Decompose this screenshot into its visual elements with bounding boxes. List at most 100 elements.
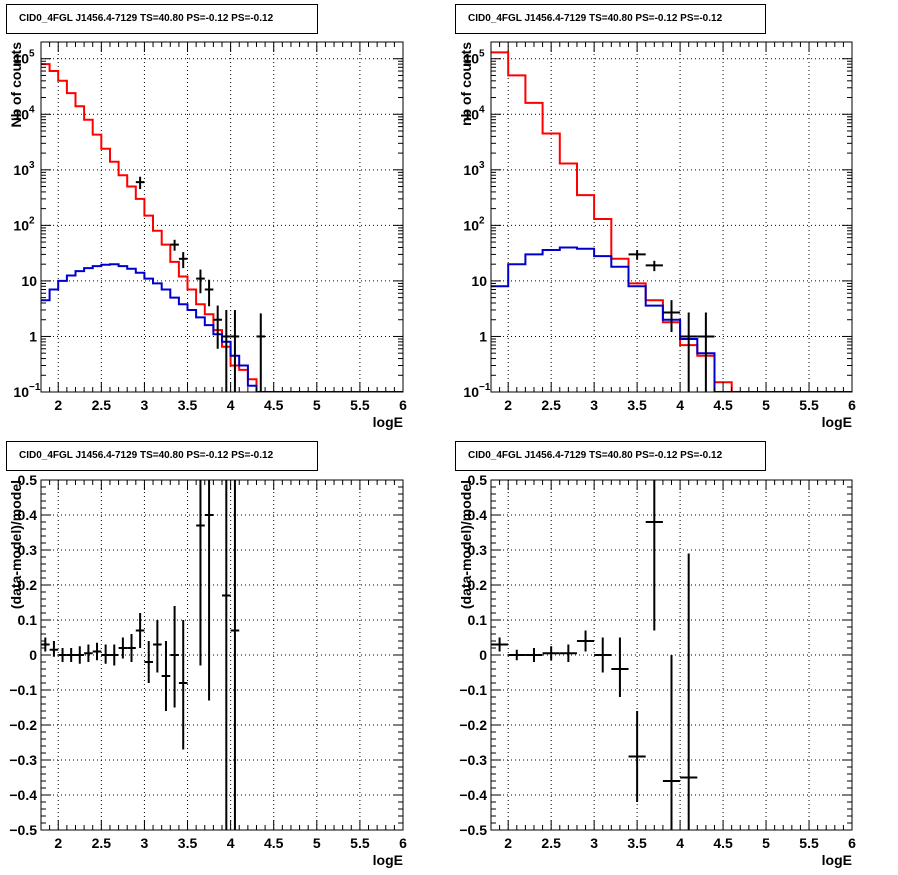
y-tick-label: 0.2 — [468, 577, 488, 593]
y-tick-label: 0.5 — [468, 472, 488, 488]
x-tick-label: 5 — [313, 835, 321, 851]
plot-frame — [490, 41, 853, 393]
data-point — [204, 480, 214, 701]
data-point — [213, 305, 222, 349]
x-tick-label: 4 — [227, 397, 235, 413]
y-axis-label: (data-model)/model — [8, 480, 24, 609]
series-group — [491, 51, 852, 392]
x-tick-label: 4 — [227, 835, 235, 851]
y-axis-label: (data-model)/model — [458, 480, 474, 609]
x-tick-label: 2.5 — [541, 397, 561, 413]
x-tick-label: 2 — [54, 397, 62, 413]
x-tick-label: 5.5 — [350, 835, 370, 851]
data-point — [230, 309, 240, 392]
y-tick-exponent: −1 — [29, 382, 41, 393]
y-tick-label: −0.1 — [459, 682, 487, 698]
y-tick-label: 1 — [29, 328, 37, 344]
y-tick-label: 0.4 — [468, 507, 488, 523]
data-point — [161, 641, 171, 711]
data-point — [135, 176, 145, 190]
x-tick-label: 2.5 — [92, 397, 112, 413]
y-tick-label: −0.4 — [459, 787, 487, 803]
y-tick-label: 0.2 — [18, 577, 38, 593]
x-tick-label: 4 — [676, 835, 684, 851]
x-axis-label: logE — [373, 414, 403, 430]
y-tick-label: 0 — [479, 647, 487, 663]
data-point — [662, 300, 681, 333]
data-point — [222, 480, 231, 830]
data-point — [196, 269, 205, 294]
data-point — [41, 637, 50, 652]
data-point — [559, 644, 577, 662]
y-axis-label: Nb of counts — [8, 42, 24, 128]
data-point — [153, 620, 162, 673]
data-point — [178, 252, 188, 269]
data-point — [576, 630, 595, 652]
x-tick-label: 6 — [399, 835, 407, 851]
y-tick-label: −0.1 — [9, 682, 37, 698]
y-tick-label: 1 — [479, 328, 487, 344]
data-point — [611, 637, 629, 697]
data-point — [230, 480, 240, 830]
y-tick-exponent: −1 — [479, 382, 491, 393]
data-point — [697, 312, 715, 392]
data-point — [508, 649, 526, 661]
data-point — [222, 309, 231, 392]
data-point — [118, 637, 128, 659]
x-tick-label: 3.5 — [627, 397, 647, 413]
y-tick-label: 10 — [463, 51, 479, 67]
y-tick-exponent: 2 — [29, 215, 35, 226]
data-point — [144, 641, 154, 683]
x-tick-label: 5.5 — [799, 397, 819, 413]
series-step-0 — [491, 51, 852, 392]
series-group — [41, 63, 403, 392]
x-tick-label: 5 — [313, 397, 321, 413]
title-top-right: CID0_4FGL J1456.4-7129 TS=40.80 PS=-0.12… — [455, 4, 766, 34]
data-point — [92, 642, 102, 661]
y-tick-label: 10 — [471, 273, 487, 289]
y-tick-label: −0.3 — [9, 752, 37, 768]
title-bottom-left: CID0_4FGL J1456.4-7129 TS=40.80 PS=-0.12… — [6, 441, 318, 471]
title-top-left: CID0_4FGL J1456.4-7129 TS=40.80 PS=-0.12… — [6, 4, 318, 34]
data-point — [196, 480, 205, 666]
y-tick-label: 10 — [463, 384, 479, 400]
y-tick-label: 10 — [13, 106, 29, 122]
x-tick-label: 2.5 — [541, 835, 561, 851]
y-tick-label: −0.4 — [9, 787, 37, 803]
x-tick-label: 4.5 — [264, 835, 284, 851]
x-tick-label: 4.5 — [264, 397, 284, 413]
x-tick-label: 6 — [848, 397, 856, 413]
data-point — [127, 634, 136, 662]
y-tick-exponent: 3 — [29, 160, 35, 171]
data-point — [680, 553, 698, 830]
data-point — [256, 313, 266, 392]
x-tick-label: 5 — [762, 397, 770, 413]
series-step-1 — [41, 263, 403, 392]
data-point — [628, 250, 646, 260]
data-point — [170, 239, 179, 251]
data-point — [525, 648, 543, 662]
data-point — [628, 711, 646, 802]
x-tick-label: 3 — [141, 397, 149, 413]
y-tick-label: −0.2 — [459, 717, 487, 733]
series-group — [491, 480, 698, 830]
data-point — [662, 655, 681, 830]
x-tick-label: 6 — [848, 835, 856, 851]
x-tick-label: 5.5 — [350, 397, 370, 413]
y-tick-label: −0.5 — [459, 822, 487, 838]
series-group — [41, 480, 240, 830]
x-tick-label: 4 — [676, 397, 684, 413]
y-tick-label: 10 — [463, 217, 479, 233]
data-point — [645, 260, 663, 272]
data-point — [542, 646, 560, 661]
y-tick-label: 0.1 — [18, 612, 38, 628]
y-tick-label: −0.2 — [9, 717, 37, 733]
data-point — [204, 279, 214, 307]
x-tick-label: 2.5 — [92, 835, 112, 851]
y-tick-label: 0.1 — [468, 612, 488, 628]
x-axis-label: logE — [822, 852, 852, 868]
x-tick-label: 4.5 — [713, 835, 733, 851]
data-point — [170, 606, 179, 708]
